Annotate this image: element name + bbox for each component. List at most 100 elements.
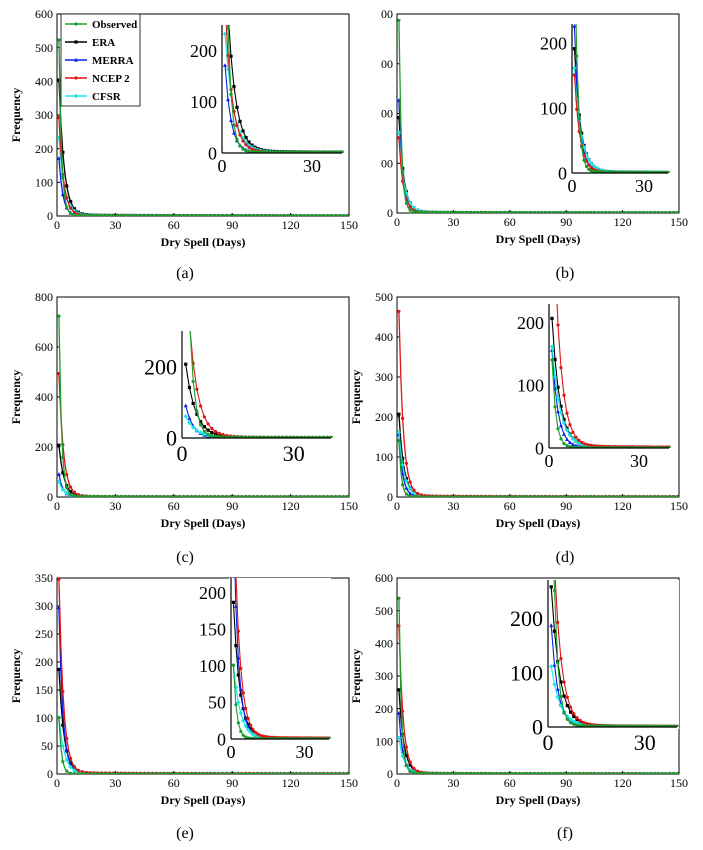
panel-a-xtick: 0 <box>54 218 60 232</box>
panel-b-inset: 0 30 0 100 200 <box>540 24 671 196</box>
panel-c-xtick: 150 <box>340 499 358 513</box>
panel-f-ylabel: Frequency <box>349 649 363 703</box>
panel-c-ytick: 400 <box>35 390 53 404</box>
panel-c-inset: 0 30 0 200 <box>144 331 334 466</box>
panel-d-inset-ytick: 0 <box>535 438 544 458</box>
panel-b-inset-ytick: 200 <box>540 34 567 54</box>
panel-a-inset-ytick: 200 <box>190 41 217 61</box>
panel-e-ytick: 200 <box>35 655 53 669</box>
panel-f-ytick: 300 <box>375 669 393 683</box>
panel-b-ytick: 00 <box>381 7 393 21</box>
panel-b-xtick: 0 <box>394 215 400 229</box>
panel-c-xtick: 120 <box>282 499 300 513</box>
panel-f-ytick: 200 <box>375 702 393 716</box>
panel-b-inset-ytick: 100 <box>540 99 567 119</box>
panel-d-xtick: 60 <box>504 499 516 513</box>
panel-b-xtick: 150 <box>670 215 688 229</box>
panel-a-ytick: 200 <box>35 142 53 156</box>
panel-f-inset-xtick: 30 <box>634 730 656 755</box>
panel-a-xtick: 30 <box>109 218 121 232</box>
legend: Observed ERA MERRA NCEP 2 CFSR <box>60 13 141 107</box>
panel-e-caption: (e) <box>176 825 194 842</box>
panel-d-xtick: 120 <box>614 499 632 513</box>
panel-f-ytick: 600 <box>375 571 393 585</box>
panel-f-xtick: 120 <box>614 776 632 790</box>
panel-f-caption: (f) <box>557 825 573 842</box>
panel-a-caption: (a) <box>176 265 194 282</box>
panel-c: 0 30 60 90 120 150 0 200 400 600 800 Dry Spell (Day… <box>9 290 358 566</box>
panel-a-inset-xtick: 30 <box>303 156 321 176</box>
panel-e-inset-xtick: 0 <box>227 742 236 762</box>
panel-f-xtick: 90 <box>560 776 572 790</box>
panel-f-xtick: 60 <box>504 776 516 790</box>
panel-e-inset-ytick: 150 <box>199 620 226 640</box>
panel-c-inset-xtick: 0 <box>177 441 188 466</box>
panel-e-inset-ytick: 0 <box>217 729 226 749</box>
panel-a-ytick: 500 <box>35 41 53 55</box>
panel-f-xtick: 30 <box>447 776 459 790</box>
panel-a-series-observed <box>57 38 349 216</box>
panel-d-inset: 0 30 0 100 200 <box>517 304 672 471</box>
panel-e-ylabel: Frequency <box>9 649 23 703</box>
panel-a-xlabel: Dry Spell (Days) <box>161 235 246 249</box>
panel-c-xtick: 0 <box>54 499 60 513</box>
panel-d-ytick: 200 <box>375 410 393 424</box>
panel-b-xtick: 120 <box>614 215 632 229</box>
panel-a-xtick: 150 <box>340 218 358 232</box>
panel-c-series-merra <box>57 472 349 497</box>
panel-c-xtick: 90 <box>226 499 238 513</box>
panel-c-xtick: 30 <box>109 499 121 513</box>
panel-d-xlabel: Dry Spell (Days) <box>496 516 581 530</box>
svg-text:MERRA: MERRA <box>92 55 134 67</box>
panel-e-xtick: 30 <box>109 776 121 790</box>
panel-e-inset-ytick: 50 <box>208 693 226 713</box>
panel-b-xtick: 90 <box>560 215 572 229</box>
svg-text:CFSR: CFSR <box>92 91 122 103</box>
panel-d-ytick: 0 <box>387 490 393 504</box>
panel-a-ytick: 400 <box>35 75 53 89</box>
panel-c-series-era <box>57 443 349 497</box>
panel-c-ytick: 800 <box>35 290 53 304</box>
panel-d-caption: (d) <box>556 549 575 566</box>
panel-d-ytick: 300 <box>375 370 393 384</box>
panel-a-ytick: 300 <box>35 108 53 122</box>
panel-c-ytick: 0 <box>47 490 53 504</box>
panel-d-inset-xtick: 30 <box>630 451 648 471</box>
panel-e-ytick: 150 <box>35 683 53 697</box>
panel-e-xtick: 0 <box>54 776 60 790</box>
panel-e-series-observed <box>57 716 349 774</box>
panel-c-caption: (c) <box>176 549 194 566</box>
panel-d-xtick: 150 <box>670 499 688 513</box>
panel-b-ytick: 00 <box>381 57 393 71</box>
panel-f-inset-ytick: 200 <box>510 606 543 631</box>
panel-b-inset-xtick: 30 <box>635 176 653 196</box>
panel-a-xtick: 90 <box>226 218 238 232</box>
panel-c-ytick: 600 <box>35 340 53 354</box>
panel-e-xtick: 90 <box>226 776 238 790</box>
legend-item-era: ERA <box>65 37 115 49</box>
panel-a-xtick: 120 <box>282 218 300 232</box>
panel-a-inset: 0 30 0 100 200 <box>190 25 345 176</box>
panel-d-xtick: 30 <box>447 499 459 513</box>
svg-text:NCEP 2: NCEP 2 <box>92 73 130 85</box>
panel-a-ytick: 600 <box>35 7 53 21</box>
panel-f-ytick: 100 <box>375 735 393 749</box>
panel-d-xtick: 0 <box>394 499 400 513</box>
panel-c-inset-series-observed <box>189 331 333 438</box>
panel-e-xtick: 150 <box>340 776 358 790</box>
panel-a-inset-ytick: 100 <box>190 92 217 112</box>
panel-f-ytick: 500 <box>375 604 393 618</box>
panel-b-series-observed <box>397 18 679 213</box>
svg-text:Observed: Observed <box>92 19 137 31</box>
panel-c-ylabel: Frequency <box>9 370 23 424</box>
panel-e-xlabel: Dry Spell (Days) <box>161 793 246 807</box>
panel-b-ytick: 0 <box>387 206 393 220</box>
panel-d-series-observed <box>397 439 679 497</box>
panel-e-inset-xtick: 30 <box>296 742 314 762</box>
panel-d-inset-ytick: 200 <box>517 313 544 333</box>
panel-c-series-observed <box>57 314 349 497</box>
panel-e-ytick: 350 <box>35 571 53 585</box>
panel-e-inset: 0 30 0 50 100 150 200 <box>199 578 332 762</box>
